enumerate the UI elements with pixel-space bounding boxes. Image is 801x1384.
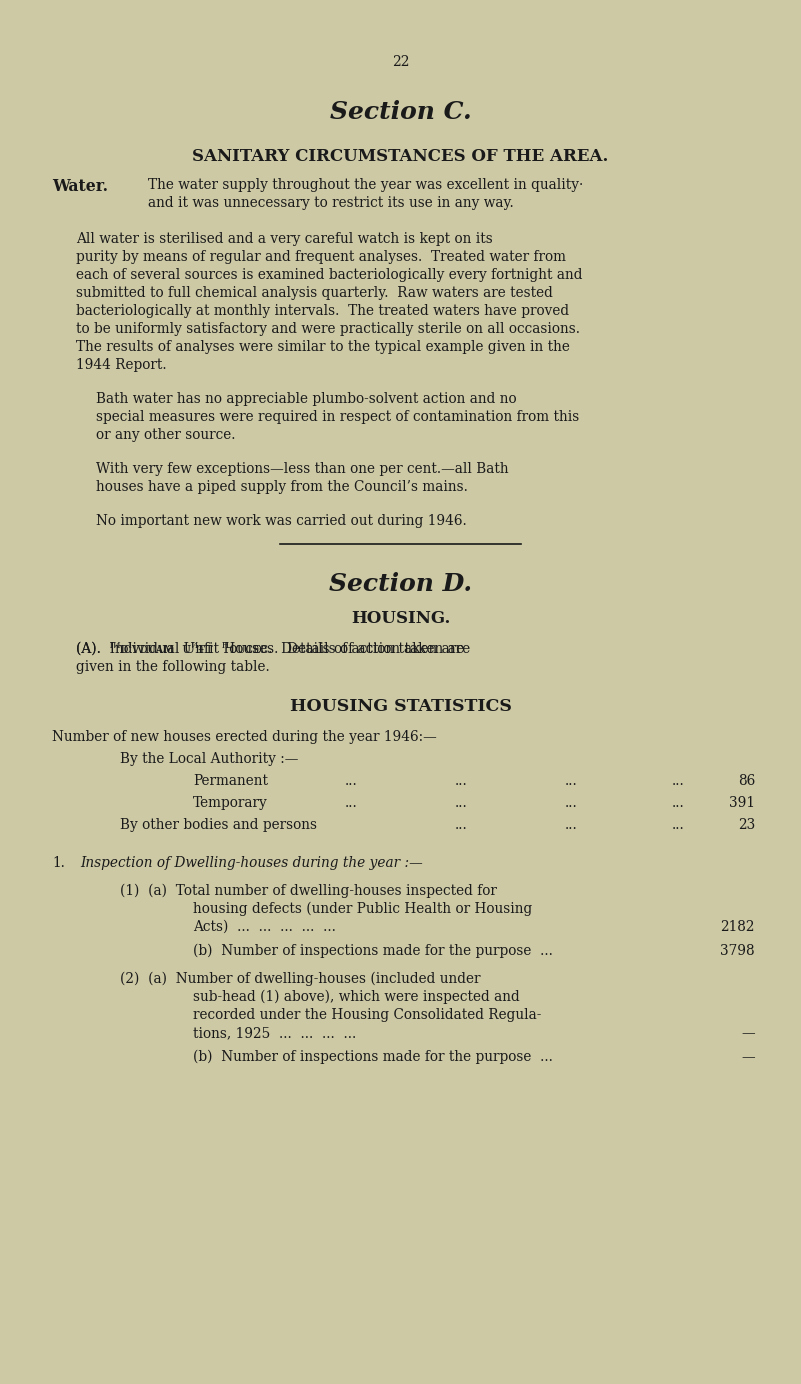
Text: (1)  (a)  Total number of dwelling-houses inspected for: (1) (a) Total number of dwelling-houses …	[120, 884, 497, 898]
Text: HOUSING STATISTICS: HOUSING STATISTICS	[290, 698, 511, 716]
Text: sub-head (1) above), which were inspected and: sub-head (1) above), which were inspecte…	[193, 990, 520, 1005]
Text: ...: ...	[565, 818, 578, 832]
Text: (A).  ᴵᴻᴅᴵᴠᴅᴜᴀᴍ  ᴜᴻғᴛ  ᴴᴏᴜᴄᴇᴄ.  Details of action taken are: (A). ᴵᴻᴅᴵᴠᴅᴜᴀᴍ ᴜᴻғᴛ ᴴᴏᴜᴄᴇᴄ. Details of a…	[76, 642, 465, 656]
Text: Temporary: Temporary	[193, 796, 268, 810]
Text: By other bodies and persons: By other bodies and persons	[120, 818, 317, 832]
Text: Inspection of Dwelling-houses during the year :—: Inspection of Dwelling-houses during the…	[80, 855, 423, 871]
Text: Permanent: Permanent	[193, 774, 268, 787]
Text: housing defects (under Public Health or Housing: housing defects (under Public Health or …	[193, 902, 532, 916]
Text: ...: ...	[455, 818, 468, 832]
Text: Number of new houses erected during the year 1946:—: Number of new houses erected during the …	[52, 729, 437, 745]
Text: ...: ...	[672, 774, 685, 787]
Text: or any other source.: or any other source.	[96, 428, 235, 441]
Text: Acts)  ...  ...  ...  ...  ...: Acts) ... ... ... ... ...	[193, 920, 336, 934]
Text: 2182: 2182	[721, 920, 755, 934]
Text: purity by means of regular and frequent analyses.  Treated water from: purity by means of regular and frequent …	[76, 251, 566, 264]
Text: Section C.: Section C.	[330, 100, 471, 125]
Text: bacteriologically at monthly intervals.  The treated waters have proved: bacteriologically at monthly intervals. …	[76, 304, 570, 318]
Text: 22: 22	[392, 55, 409, 69]
Text: Bath water has no appreciable plumbo-solvent action and no: Bath water has no appreciable plumbo-sol…	[96, 392, 517, 406]
Text: (b)  Number of inspections made for the purpose  ...: (b) Number of inspections made for the p…	[193, 944, 553, 958]
Text: to be uniformly satisfactory and were practically sterile on all occasions.: to be uniformly satisfactory and were pr…	[76, 322, 580, 336]
Text: All water is sterilised and a very careful watch is kept on its: All water is sterilised and a very caref…	[76, 233, 493, 246]
Text: ...: ...	[565, 796, 578, 810]
Text: Water.: Water.	[52, 179, 108, 195]
Text: 3798: 3798	[720, 944, 755, 958]
Text: (A).  Individual Unfit Houses.  Details of action taken are: (A). Individual Unfit Houses. Details of…	[76, 642, 470, 656]
Text: each of several sources is examined bacteriologically every fortnight and: each of several sources is examined bact…	[76, 268, 582, 282]
Text: ...: ...	[455, 796, 468, 810]
Text: Section D.: Section D.	[329, 572, 472, 597]
Text: ...: ...	[565, 774, 578, 787]
Text: special measures were required in respect of contamination from this: special measures were required in respec…	[96, 410, 579, 424]
Text: 86: 86	[738, 774, 755, 787]
Text: and it was unnecessary to restrict its use in any way.: and it was unnecessary to restrict its u…	[148, 197, 513, 210]
Text: given in the following table.: given in the following table.	[76, 660, 270, 674]
Text: ...: ...	[672, 818, 685, 832]
Text: SANITARY CIRCUMSTANCES OF THE AREA.: SANITARY CIRCUMSTANCES OF THE AREA.	[192, 148, 609, 165]
Text: —: —	[742, 1050, 755, 1064]
Text: 391: 391	[729, 796, 755, 810]
Text: With very few exceptions—less than one per cent.—all Bath: With very few exceptions—less than one p…	[96, 462, 509, 476]
Text: ...: ...	[345, 774, 358, 787]
Text: 1944 Report.: 1944 Report.	[76, 358, 167, 372]
Text: No important new work was carried out during 1946.: No important new work was carried out du…	[96, 513, 467, 529]
Text: ...: ...	[345, 796, 358, 810]
Text: submitted to full chemical analysis quarterly.  Raw waters are tested: submitted to full chemical analysis quar…	[76, 286, 553, 300]
Text: By the Local Authority :—: By the Local Authority :—	[120, 752, 299, 765]
Text: HOUSING.: HOUSING.	[351, 610, 450, 627]
Text: —: —	[742, 1026, 755, 1039]
Text: (2)  (a)  Number of dwelling‐houses (included under: (2) (a) Number of dwelling‐houses (inclu…	[120, 972, 481, 987]
Text: (b)  Number of inspections made for the purpose  ...: (b) Number of inspections made for the p…	[193, 1050, 553, 1064]
Text: ...: ...	[455, 774, 468, 787]
Text: tions, 1925  ...  ...  ...  ...: tions, 1925 ... ... ... ...	[193, 1026, 356, 1039]
Text: The water supply throughout the year was excellent in quality·: The water supply throughout the year was…	[148, 179, 583, 192]
Text: 1.: 1.	[52, 855, 65, 871]
Text: recorded under the Housing Consolidated Regula-: recorded under the Housing Consolidated …	[193, 1008, 541, 1021]
Text: houses have a piped supply from the Council’s mains.: houses have a piped supply from the Coun…	[96, 480, 468, 494]
Text: 23: 23	[738, 818, 755, 832]
Text: The results of analyses were similar to the typical example given in the: The results of analyses were similar to …	[76, 340, 570, 354]
Text: ...: ...	[672, 796, 685, 810]
